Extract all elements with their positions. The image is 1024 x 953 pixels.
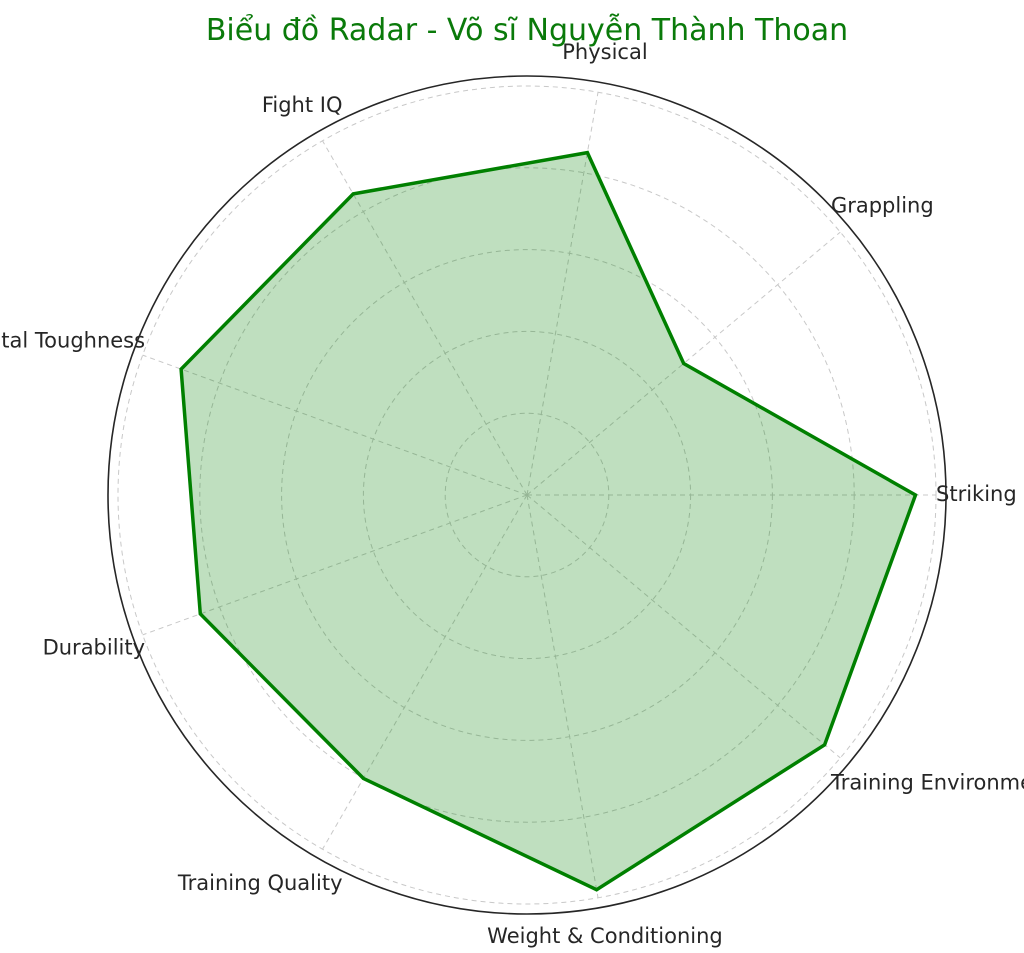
grid-layer	[107, 75, 947, 915]
axis-label: Training Environment	[830, 771, 1024, 795]
axis-label: Grappling	[831, 193, 934, 217]
series-line	[179, 150, 918, 892]
axis-label: Durability	[43, 636, 145, 660]
axis-label: Fight IQ	[262, 93, 343, 117]
axis-label: Training Quality	[177, 871, 343, 895]
axis-labels: Striking Grappling Physical Fight IQ Mental …	[0, 40, 1024, 948]
data-layer	[179, 150, 918, 892]
chart-title: Biểu đồ Radar - Võ sĩ Nguyễn Thành Thoan	[206, 12, 848, 48]
axis-label: Mental Toughness	[0, 328, 145, 352]
axis-label: Physical	[562, 40, 647, 64]
outer-frame	[107, 75, 947, 915]
axis-label: Striking	[936, 482, 1017, 506]
axis-label: Weight & Conditioning	[487, 924, 723, 948]
series-area	[181, 152, 916, 890]
